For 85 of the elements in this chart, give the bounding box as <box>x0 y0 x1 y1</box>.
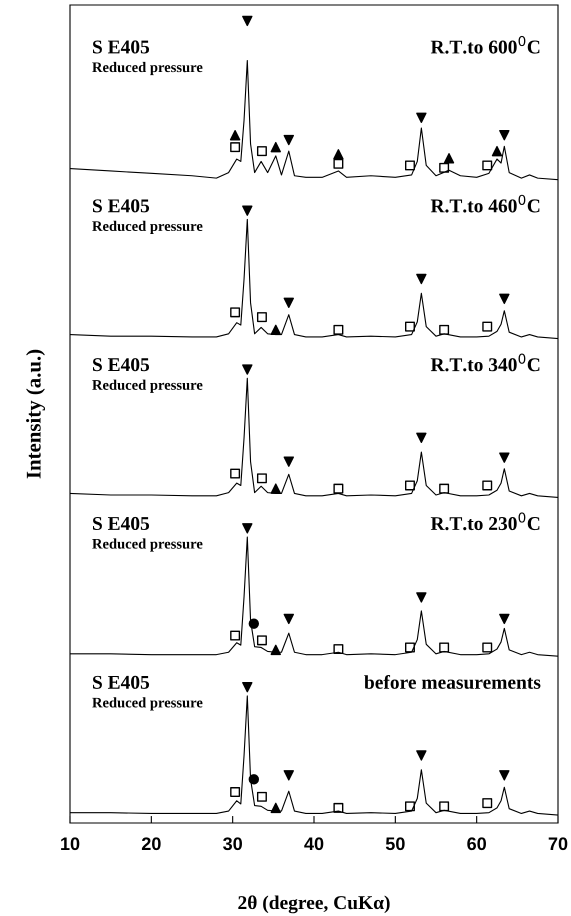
point <box>499 294 510 304</box>
point <box>284 614 294 624</box>
annotation: Reduced pressure <box>92 697 202 710</box>
point <box>333 149 344 160</box>
point <box>230 468 240 479</box>
annotation: Reduced pressure <box>92 220 202 234</box>
point <box>333 802 344 813</box>
annotation: Reduced pressure <box>92 538 202 552</box>
point <box>444 153 454 164</box>
point <box>256 146 267 156</box>
annotation: Reduced pressure <box>92 380 202 393</box>
point <box>230 787 240 798</box>
point <box>284 456 294 467</box>
point <box>270 644 281 656</box>
point <box>439 324 450 335</box>
point <box>492 146 502 156</box>
point <box>404 642 415 652</box>
point <box>416 112 427 123</box>
point <box>230 630 240 641</box>
annotation: R.T.to 340$^{0}$C <box>430 354 540 372</box>
point <box>333 324 344 335</box>
point <box>439 801 450 812</box>
point <box>499 770 510 781</box>
point <box>270 483 281 494</box>
annotation: S E405 <box>92 516 150 530</box>
point <box>439 642 450 652</box>
point <box>270 802 281 814</box>
point <box>416 750 427 761</box>
annotation: S E405 <box>92 358 150 372</box>
annotation: S E405 <box>92 676 150 689</box>
point <box>270 324 281 336</box>
point <box>439 162 450 173</box>
x-tick-label: 40 <box>304 837 324 850</box>
point <box>482 322 492 332</box>
point <box>482 642 492 652</box>
point <box>404 322 415 332</box>
point <box>256 473 267 484</box>
point <box>284 134 294 146</box>
point <box>499 130 510 140</box>
point <box>333 644 344 654</box>
x-tick-label: 70 <box>548 837 568 850</box>
point <box>416 592 427 603</box>
annotation: S E405 <box>92 199 150 212</box>
annotation: R.T.to 460$^{0}$C <box>430 194 540 213</box>
point <box>333 158 344 169</box>
point <box>230 142 240 152</box>
point <box>499 614 510 624</box>
point <box>256 792 267 802</box>
point <box>404 160 415 170</box>
point <box>256 635 267 646</box>
point <box>416 274 427 284</box>
point <box>404 801 415 812</box>
point <box>230 307 240 318</box>
point <box>284 770 294 781</box>
point <box>284 298 294 308</box>
annotation: Reduced pressure <box>92 62 202 76</box>
point <box>256 312 267 322</box>
point <box>242 682 252 692</box>
point <box>499 452 510 463</box>
point <box>248 774 260 785</box>
x-tick-label: 60 <box>467 837 486 850</box>
y-axis-title: Intensity (a.u.) <box>26 350 45 478</box>
x-tick-label: 30 <box>223 837 242 850</box>
point <box>242 16 252 26</box>
point <box>242 523 252 534</box>
point <box>230 130 240 140</box>
x-tick-label: 10 <box>61 837 80 850</box>
x-tick-label: 20 <box>142 837 161 850</box>
point <box>482 480 492 490</box>
x-axis-title: 2θ (degree, CuKα) <box>238 895 390 914</box>
point <box>482 798 492 808</box>
point <box>439 484 450 494</box>
point <box>416 432 427 444</box>
annotation: R.T.to 230$^{0}$C <box>430 512 540 530</box>
x-tick-label: 50 <box>386 837 405 850</box>
point <box>333 484 344 494</box>
point <box>482 160 492 170</box>
annotation: S E405 <box>92 40 150 54</box>
annotation: before measurements <box>364 675 540 689</box>
point <box>242 205 252 216</box>
point <box>404 480 415 490</box>
point <box>242 364 252 375</box>
point <box>248 618 260 629</box>
annotation: R.T.to 600$^{0}$C <box>430 36 540 54</box>
point <box>270 142 281 152</box>
